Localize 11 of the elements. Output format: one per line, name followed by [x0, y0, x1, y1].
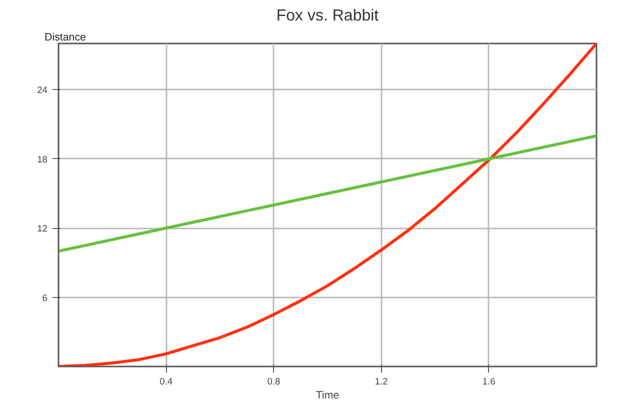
y-tick-label: 24	[37, 85, 48, 96]
x-tick-label: 1.6	[482, 376, 496, 386]
y-tick-label: 18	[37, 154, 48, 164]
x-tick-label: 0.8	[267, 376, 280, 386]
chart-title: Fox vs. Rabbit	[276, 8, 380, 24]
y-tick-label: 6	[42, 292, 48, 303]
y-tick-label: 12	[37, 224, 48, 234]
x-tick-label: 0.4	[160, 376, 173, 386]
x-axis-title: Time	[316, 390, 340, 402]
y-axis-title: Distance	[44, 32, 86, 44]
x-tick-label: 1.2	[374, 376, 388, 386]
